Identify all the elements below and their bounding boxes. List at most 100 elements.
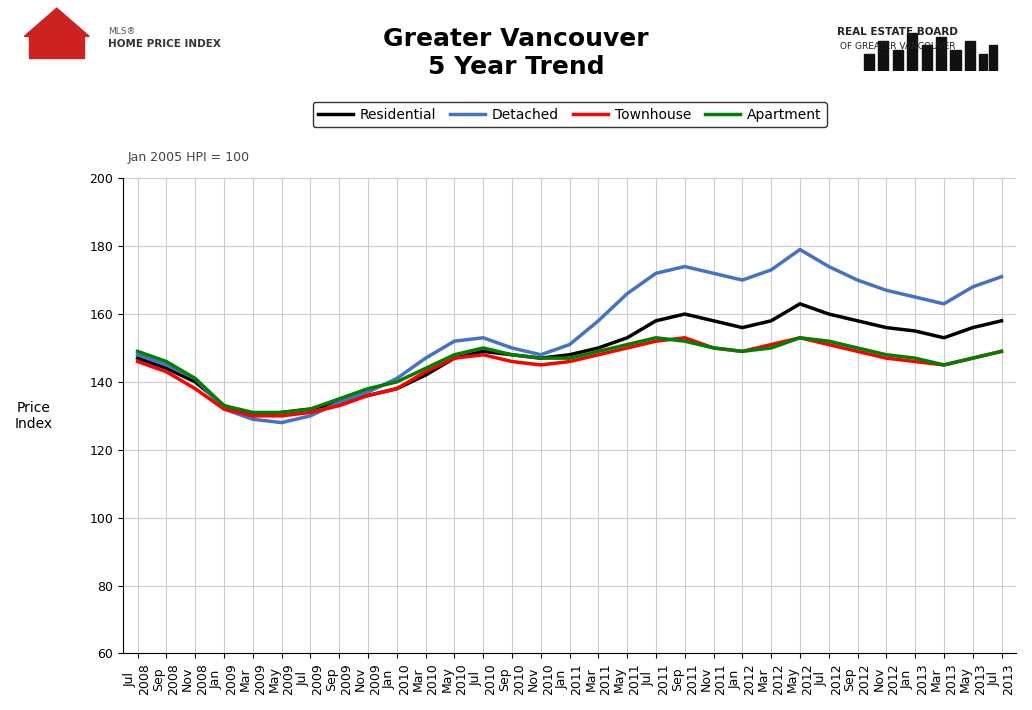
Apartment [247,408,259,417]
Detached [650,269,663,278]
Line: Detached: Detached [137,249,1001,422]
Residential [189,378,201,386]
Apartment [765,344,777,352]
Text: 5 Year Trend: 5 Year Trend [427,55,605,80]
Townhouse [851,347,864,356]
Bar [922,45,932,71]
Detached [506,344,518,352]
Apartment [736,347,748,356]
Bar [907,33,917,71]
Apartment [880,351,893,359]
Text: Greater Vancouver: Greater Vancouver [383,27,649,51]
Townhouse [650,337,663,346]
Residential [362,391,375,400]
Detached [823,262,835,271]
Residential [909,327,922,335]
Residential [276,408,288,417]
Detached [621,290,634,298]
Apartment [707,344,719,352]
Detached [794,245,806,253]
Townhouse [362,391,375,400]
Residential [218,401,230,410]
Apartment [650,334,663,342]
Detached [679,262,691,271]
Legend: Residential, Detached, Townhouse, Apartment: Residential, Detached, Townhouse, Apartm… [313,102,827,127]
Detached [592,317,605,325]
Townhouse [967,354,979,362]
Detached [967,283,979,291]
Detached [189,374,201,383]
Detached [880,286,893,295]
Townhouse [390,384,402,393]
Bar [979,54,987,71]
Apartment [506,351,518,359]
Detached [563,340,576,349]
Text: HOME PRICE INDEX: HOME PRICE INDEX [108,39,221,49]
Bar [990,45,997,71]
Apartment [621,340,634,349]
Y-axis label: Price
Index: Price Index [15,400,53,431]
Townhouse [880,354,893,362]
Text: MLS®: MLS® [108,28,136,36]
Line: Apartment: Apartment [137,338,1001,413]
Townhouse [995,347,1007,356]
Residential [967,323,979,332]
Bar [936,37,946,71]
Detached [765,266,777,274]
Residential [592,344,605,352]
Townhouse [563,357,576,366]
Apartment [276,408,288,417]
Townhouse [247,412,259,420]
Residential [621,334,634,342]
Residential [535,354,547,362]
Detached [362,388,375,396]
Townhouse [477,351,489,359]
Residential [650,317,663,325]
Polygon shape [25,8,89,36]
Detached [333,398,346,407]
Text: REAL ESTATE BOARD: REAL ESTATE BOARD [837,27,959,37]
Residential [477,347,489,356]
Townhouse [909,357,922,366]
Residential [247,412,259,420]
Apartment [794,334,806,342]
Apartment [535,354,547,362]
Detached [477,334,489,342]
Detached [736,275,748,284]
Residential [390,384,402,393]
Apartment [304,405,317,413]
Residential [707,317,719,325]
Detached [276,418,288,427]
Apartment [909,354,922,362]
Bar [893,50,903,71]
Line: Residential: Residential [137,304,1001,416]
Apartment [477,344,489,352]
Detached [448,337,460,346]
Apartment [563,354,576,362]
Apartment [333,395,346,403]
Apartment [390,378,402,386]
Detached [419,354,431,362]
Residential [419,371,431,379]
Residential [679,310,691,318]
Residential [506,351,518,359]
Residential [765,317,777,325]
Townhouse [276,412,288,420]
Apartment [679,337,691,346]
Detached [247,415,259,423]
Residential [131,354,143,362]
Bar [965,41,975,71]
Residential [995,317,1007,325]
Apartment [189,374,201,383]
Residential [160,364,172,373]
Apartment [592,347,605,356]
Detached [218,405,230,413]
FancyBboxPatch shape [29,36,85,58]
Residential [333,398,346,407]
Apartment [938,361,950,369]
Bar [878,41,889,71]
Apartment [823,337,835,346]
Apartment [448,351,460,359]
Townhouse [304,408,317,417]
Apartment [967,354,979,362]
